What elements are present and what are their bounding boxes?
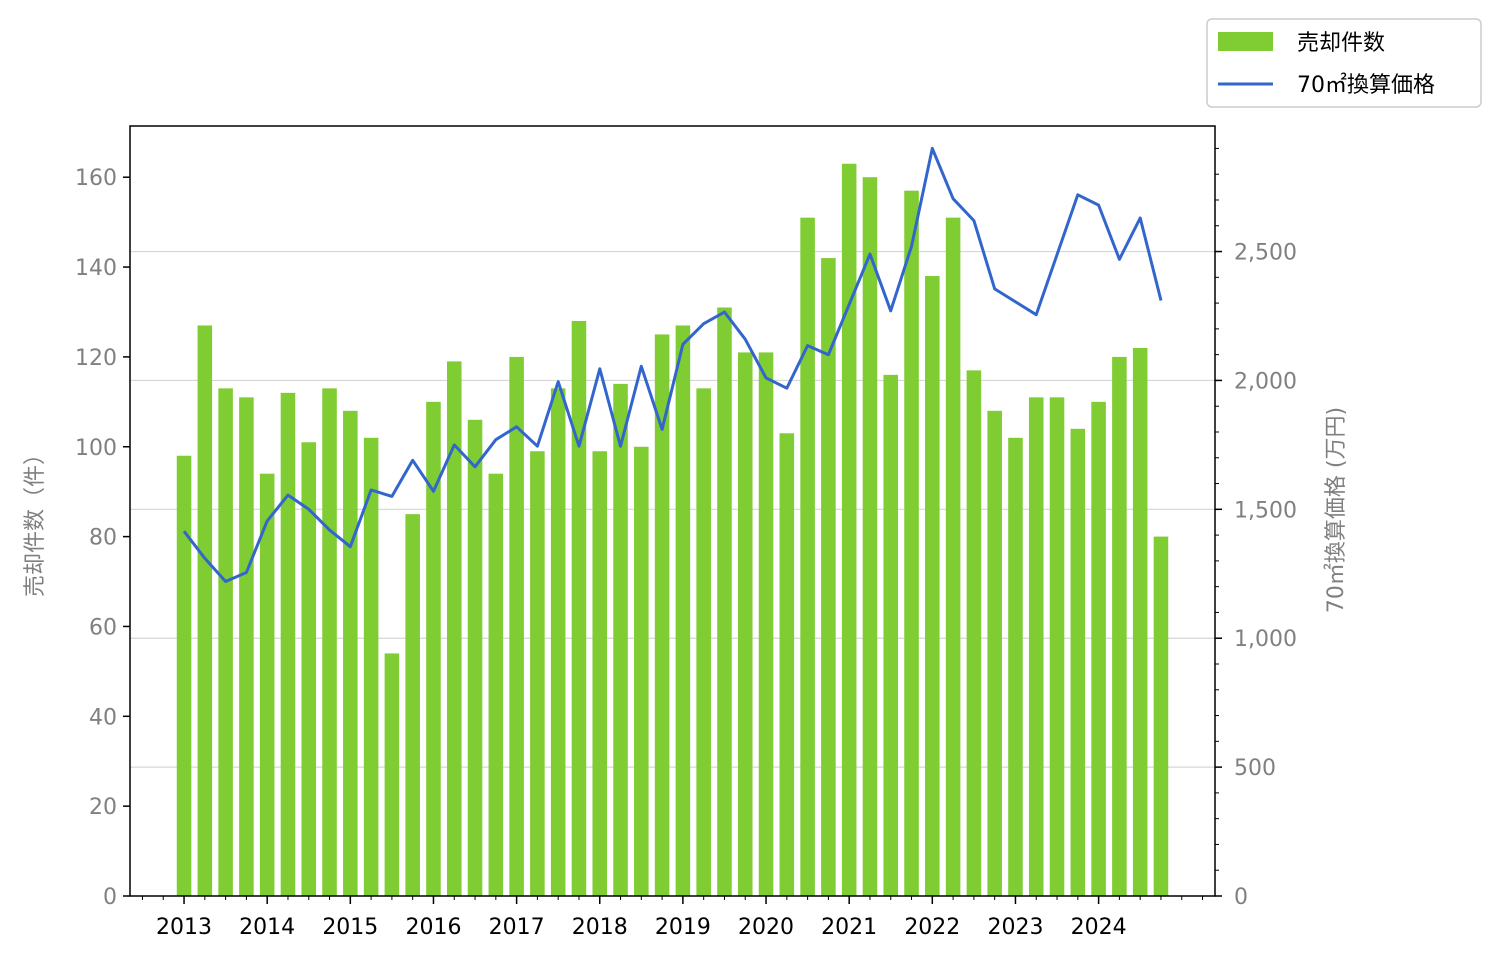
- bar: [987, 410, 1002, 896]
- bar: [363, 437, 379, 896]
- x-tick-label: 2016: [405, 915, 461, 940]
- y-left-tick-label: 140: [75, 256, 117, 281]
- y-left-tick-label: 0: [103, 885, 117, 910]
- bar: [675, 325, 691, 896]
- bar: [758, 352, 774, 896]
- x-tick-label: 2019: [655, 915, 711, 940]
- bar: [800, 217, 815, 897]
- bar: [904, 190, 919, 896]
- x-tick-label: 2015: [322, 915, 378, 940]
- x-tick-label: 2018: [572, 915, 628, 940]
- y-left-tick-label: 120: [75, 346, 117, 371]
- legend: 売却件数 70㎡換算価格: [1206, 18, 1482, 108]
- bar: [301, 442, 317, 896]
- plot-frame: [129, 125, 1216, 897]
- legend-label-line: 70㎡換算価格: [1297, 72, 1435, 98]
- line-layer: [182, 146, 1163, 583]
- bar: [1028, 397, 1044, 896]
- bar: [634, 446, 649, 896]
- bar: [592, 451, 608, 896]
- price-line: [182, 146, 1163, 583]
- legend-bar-swatch: [1218, 32, 1273, 51]
- bar: [696, 388, 711, 896]
- bar: [197, 325, 213, 896]
- bar: [280, 392, 296, 896]
- y-right-tick-label: 1,000: [1234, 627, 1297, 652]
- y-right-tick-label: 1,500: [1234, 498, 1297, 523]
- x-tick-label: 2022: [904, 915, 960, 940]
- bar-layer: [176, 163, 1169, 897]
- axes-layer: 0 20 40 60 80 100 120 140 160 0 500 1,000 1,500 2,000…: [75, 125, 1297, 940]
- y-left-tick-label: 100: [75, 436, 117, 461]
- y-right-tick-label: 2,500: [1234, 241, 1297, 266]
- legend-frame: [1206, 18, 1482, 108]
- x-tick-label: 2014: [239, 915, 295, 940]
- bar: [405, 514, 420, 896]
- y-axis-left-title: 売却件数（件）: [23, 443, 48, 597]
- bar: [259, 473, 275, 896]
- x-tick-label: 2017: [489, 915, 545, 940]
- bar: [384, 653, 400, 896]
- bar: [509, 356, 524, 896]
- bar: [821, 258, 836, 896]
- bar: [613, 383, 628, 897]
- bar: [862, 177, 878, 897]
- bar: [343, 410, 358, 896]
- bar: [426, 401, 441, 896]
- bar: [841, 163, 857, 897]
- bar: [1132, 347, 1148, 897]
- bar: [1091, 401, 1106, 896]
- bar: [218, 388, 233, 896]
- legend-label-bar: 売却件数: [1297, 31, 1385, 56]
- bar: [488, 473, 504, 896]
- bar: [571, 320, 587, 896]
- y-axis-right-title: 70㎡換算価格 (万円): [1323, 407, 1349, 613]
- bar: [1008, 437, 1023, 896]
- bar: [467, 419, 483, 896]
- y-left-tick-label: 80: [89, 526, 117, 551]
- bar: [1049, 397, 1065, 896]
- bar: [1112, 356, 1127, 896]
- y-right-tick-label: 2,000: [1234, 369, 1297, 394]
- bar: [945, 217, 961, 897]
- bar: [654, 334, 670, 896]
- x-tick-label: 2020: [738, 915, 794, 940]
- bar: [1153, 536, 1169, 896]
- x-tick-label: 2021: [821, 915, 877, 940]
- bar: [322, 388, 337, 896]
- bar: [1070, 428, 1086, 896]
- bar: [737, 352, 753, 896]
- x-tick-label: 2024: [1071, 915, 1127, 940]
- y-right-tick-label: 0: [1234, 885, 1248, 910]
- y-right-tick-label: 500: [1234, 756, 1276, 781]
- y-left-tick-label: 40: [89, 705, 117, 730]
- x-tick-label: 2023: [987, 915, 1043, 940]
- bar: [779, 433, 795, 896]
- x-tick-label: 2013: [156, 915, 212, 940]
- bar: [925, 276, 940, 897]
- bar: [530, 451, 545, 896]
- bar: [883, 374, 899, 896]
- y-left-tick-label: 20: [89, 795, 117, 820]
- bar: [446, 361, 462, 896]
- bar: [717, 307, 732, 896]
- bar: [550, 388, 566, 896]
- bar: [176, 455, 192, 896]
- bar: [239, 397, 254, 896]
- y-left-tick-label: 160: [75, 166, 117, 191]
- bar: [966, 370, 982, 896]
- y-left-tick-label: 60: [89, 615, 117, 640]
